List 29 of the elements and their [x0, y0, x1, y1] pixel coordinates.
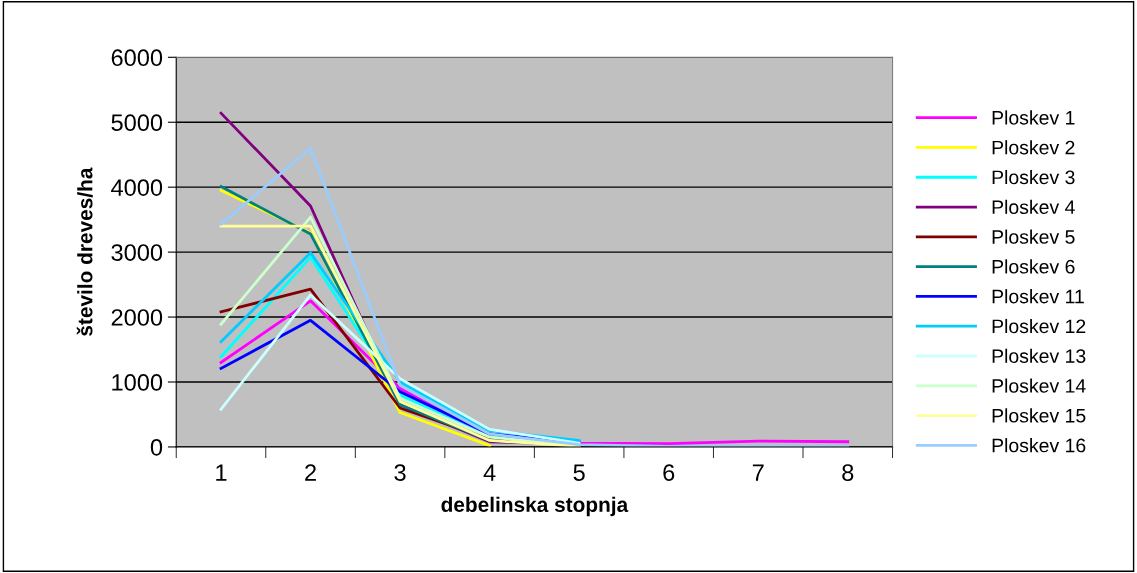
legend-label: Ploskev 13 [992, 348, 1086, 363]
x-tick-label: 3 [394, 464, 406, 481]
legend-label: Ploskev 3 [992, 169, 1075, 185]
y-tick-label: 0 [150, 439, 163, 456]
x-tick-label: 2 [305, 464, 316, 481]
x-tick-label: 1 [216, 464, 227, 481]
x-tick-label: 7 [752, 464, 764, 481]
x-axis-title: debelinska stopnja [441, 496, 629, 517]
y-tick-label: 4000 [111, 179, 163, 196]
y-tick-label: 2000 [111, 309, 163, 326]
y-tick-label: 5000 [111, 114, 163, 132]
legend-label: Ploskev 15 [992, 408, 1086, 423]
x-tick-label: 5 [573, 464, 585, 481]
legend-label: Ploskev 6 [992, 259, 1075, 274]
x-tick-label: 4 [483, 464, 496, 481]
y-tick-label: 1000 [112, 374, 163, 391]
x-tick-label: 6 [663, 464, 675, 481]
legend-label: Ploskev 2 [992, 140, 1075, 155]
legend-label: Ploskev 1 [992, 110, 1075, 125]
y-tick-label: 3000 [111, 244, 163, 261]
legend-label: Ploskev 11 [992, 289, 1084, 304]
legend-label: Ploskev 16 [992, 438, 1086, 453]
legend-label: Ploskev 5 [992, 229, 1075, 244]
y-tick-label: 6000 [111, 49, 163, 67]
y-axis-title: število dreves/ha [76, 167, 93, 336]
legend-label: Ploskev 12 [992, 318, 1086, 334]
legend-label: Ploskev 14 [992, 378, 1086, 393]
legend-label: Ploskev 4 [992, 199, 1075, 215]
x-tick-label: 8 [842, 464, 854, 481]
